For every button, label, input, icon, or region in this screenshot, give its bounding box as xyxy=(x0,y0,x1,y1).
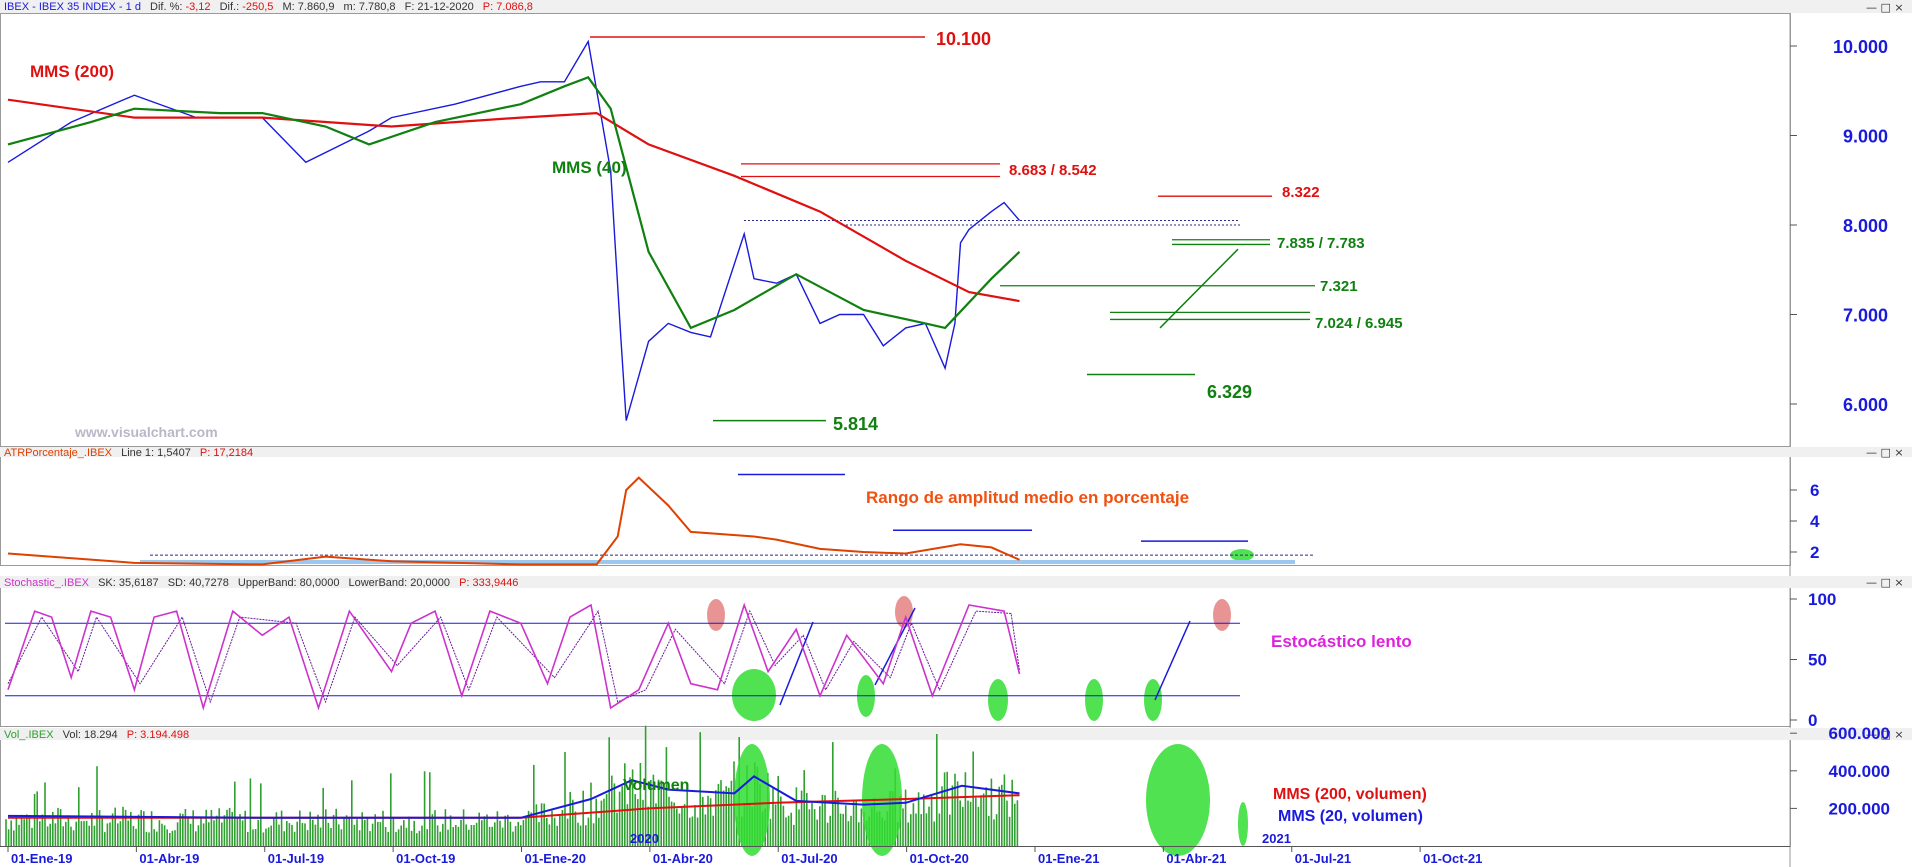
price-ytick-label: 6.000 xyxy=(1843,395,1888,415)
price-header: IBEX - IBEX 35 INDEX - 1 d Dif. %: -3,12… xyxy=(4,1,533,13)
level-7321-label: 7.321 xyxy=(1320,278,1358,295)
x-tick-label: 01-Abr-20 xyxy=(653,851,713,866)
year-2021-label: 2021 xyxy=(1262,831,1291,846)
stoch-sk-line xyxy=(7,602,1021,711)
stoch-header-bg xyxy=(0,576,1912,588)
volume-highlight-3 xyxy=(1146,744,1210,856)
mms40-line xyxy=(7,75,1021,330)
x-tick-label: 01-Jul-20 xyxy=(781,851,837,866)
level-10100-label: 10.100 xyxy=(936,29,991,49)
mms200-line xyxy=(7,98,1020,303)
volume-ytick-label: 600.000 xyxy=(1829,724,1890,743)
volume-ytick-label: 400.000 xyxy=(1829,762,1890,781)
x-tick-label: 01-Oct-20 xyxy=(910,851,969,866)
level-7024-label: 7.024 / 6.945 xyxy=(1315,315,1403,332)
mms200-label: MMS (200) xyxy=(30,62,114,81)
atr-header: ATRPorcentaje_.IBEX Line 1: 1,5407 P: 17… xyxy=(4,447,253,459)
axes: 6.000 7.000 8.000 9.000 10.000 2 4 6 0 50 100 200.0… xyxy=(0,37,1890,866)
price-ytick-label: 9.000 xyxy=(1843,127,1888,147)
volume-highlight-1 xyxy=(734,744,770,856)
x-tick-label: 01-Oct-21 xyxy=(1423,851,1482,866)
x-tick-label: 01-Jul-21 xyxy=(1295,851,1351,866)
stoch-high-highlight-1 xyxy=(707,599,725,631)
volumen-label: Volumen xyxy=(623,777,689,794)
stoch-header: Stochastic_.IBEX SK: 35,6187 SD: 40,7278… xyxy=(4,577,518,589)
uptrend-line xyxy=(1159,248,1239,329)
stoch-low-highlight-5 xyxy=(1144,679,1162,721)
stoch-window-buttons[interactable]: — □ × xyxy=(1866,576,1904,589)
x-tick-label: 01-Abr-19 xyxy=(139,851,199,866)
vol-mms20-line xyxy=(7,775,1020,819)
vol-mms200-label: MMS (200, volumen) xyxy=(1273,786,1427,803)
price-window-buttons[interactable]: — □ × xyxy=(1866,1,1904,14)
stoch-high-highlight-3 xyxy=(1213,599,1231,631)
level-5814-label: 5.814 xyxy=(833,414,878,434)
stoch-low-highlight-4 xyxy=(1085,679,1103,721)
level-7835-label: 7.835 / 7.783 xyxy=(1277,235,1365,252)
stoch-low-highlight-3 xyxy=(988,679,1008,721)
stoch-sd-line xyxy=(7,609,1020,704)
atr-line xyxy=(7,476,1020,566)
level-8322-label: 8.322 xyxy=(1282,184,1320,201)
price-ytick-label: 8.000 xyxy=(1843,216,1888,236)
volume-ytick-label: 200.000 xyxy=(1829,799,1890,818)
price-panel-frame xyxy=(0,13,1791,447)
mms40-label: MMS (40) xyxy=(552,158,627,177)
volume-highlight-4 xyxy=(1238,802,1248,846)
stoch-trendline-3 xyxy=(1154,620,1191,701)
stoch-low-highlight-1 xyxy=(732,669,776,721)
atr-ytick-label: 6 xyxy=(1810,481,1819,500)
level-lines xyxy=(5,36,1315,706)
volume-header-bg xyxy=(0,728,1912,740)
atr-ytick-label: 4 xyxy=(1810,512,1820,531)
stoch-ytick-label: 100 xyxy=(1808,590,1836,609)
x-tick-label: 01-Abr-21 xyxy=(1166,851,1226,866)
level-8683-label: 8.683 / 8.542 xyxy=(1009,162,1097,179)
price-ytick-label: 7.000 xyxy=(1843,306,1888,326)
series-lines xyxy=(7,39,1021,819)
stoch-panel-frame xyxy=(0,578,1791,727)
stoch-title: Estocástico lento xyxy=(1271,632,1412,651)
x-tick-label: 01-Ene-20 xyxy=(525,851,586,866)
x-tick-label: 01-Oct-19 xyxy=(396,851,455,866)
volume-window-buttons[interactable]: — □ × xyxy=(1866,728,1904,741)
price-line xyxy=(7,39,1021,421)
volume-bars xyxy=(5,725,1019,846)
price-ytick-label: 10.000 xyxy=(1833,37,1888,57)
atr-header-bg xyxy=(0,447,1912,457)
year-2020-label: 2020 xyxy=(630,831,659,846)
annotations: MMS (200) MMS (40) 10.100 8.683 / 8.542 … xyxy=(30,29,1427,846)
atr-title: Rango de amplitud medio en porcentaje xyxy=(866,488,1189,507)
stoch-ytick-label: 0 xyxy=(1808,711,1817,730)
stoch-ytick-label: 50 xyxy=(1808,651,1827,670)
volume-header: Vol_.IBEX Vol: 18.294 P: 3.194.498 xyxy=(4,729,189,741)
x-tick-label: 01-Ene-21 xyxy=(1038,851,1099,866)
x-tick-label: 01-Jul-19 xyxy=(268,851,324,866)
atr-ytick-label: 2 xyxy=(1810,543,1819,562)
watermark: www.visualchart.com xyxy=(74,424,218,440)
level-6329-label: 6.329 xyxy=(1207,382,1252,402)
x-tick-label: 01-Ene-19 xyxy=(11,851,72,866)
price-header-bg xyxy=(0,0,1912,13)
atr-window-buttons[interactable]: — □ × xyxy=(1866,446,1904,459)
vol-mms20-label: MMS (20, volumen) xyxy=(1278,808,1423,825)
stoch-trendline-1 xyxy=(779,621,814,706)
